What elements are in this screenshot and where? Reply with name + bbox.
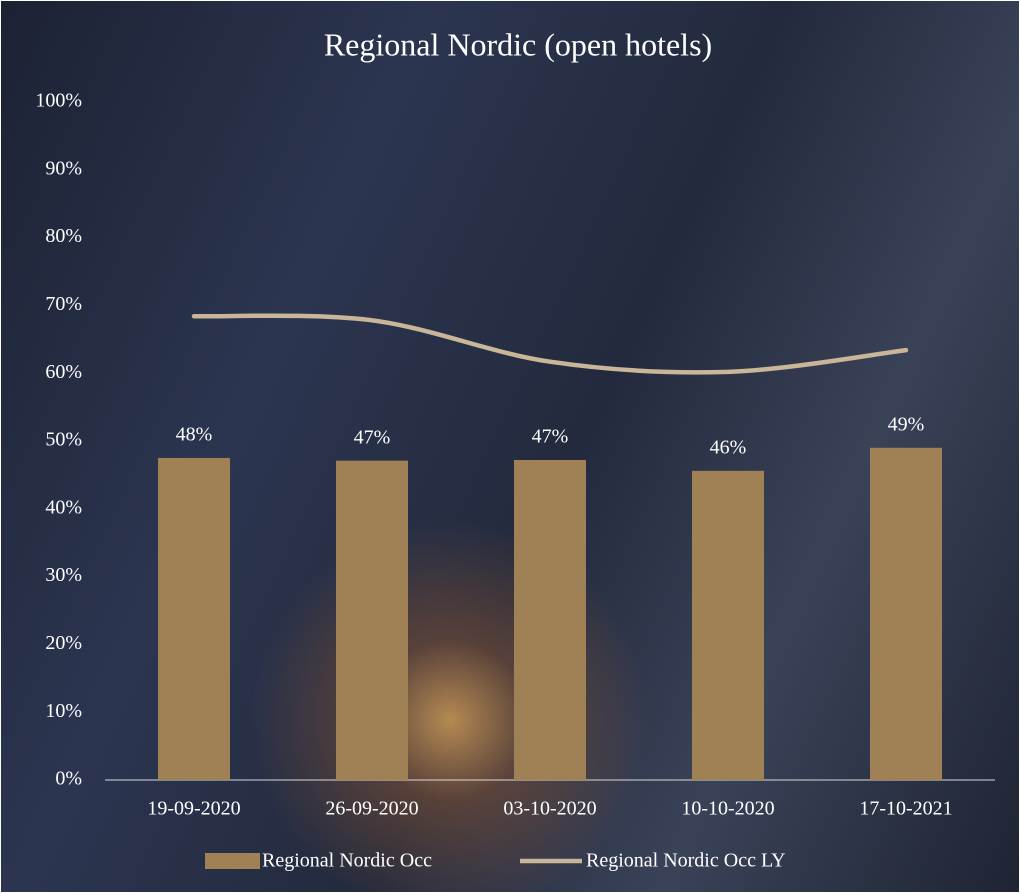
line — [191, 313, 909, 375]
x-tick-label: 03-10-2020 — [503, 798, 596, 820]
bar — [514, 459, 586, 780]
x-tick-label: 26-09-2020 — [325, 798, 418, 820]
chart-title: Regional Nordic (open hotels) — [324, 26, 712, 62]
y-tick-label: 0% — [55, 768, 82, 790]
legend-label: Regional Nordic Occ — [262, 850, 432, 872]
data-label: 48% — [176, 424, 213, 446]
x-tick-label: 19-09-2020 — [147, 798, 240, 820]
data-label: 47% — [354, 426, 391, 448]
y-tick-label: 50% — [45, 429, 82, 451]
y-tick-label: 20% — [45, 632, 82, 654]
y-tick-label: 80% — [45, 225, 82, 247]
y-tick-label: 70% — [45, 293, 82, 315]
data-label: 49% — [888, 413, 925, 435]
bar — [336, 460, 408, 780]
bar — [692, 470, 764, 780]
data-label: 46% — [710, 436, 747, 458]
y-tick-label: 30% — [45, 564, 82, 586]
y-tick-label: 60% — [45, 361, 82, 383]
y-tick-label: 100% — [35, 90, 82, 112]
legend-label: Regional Nordic Occ LY — [586, 850, 786, 872]
legend-swatch — [205, 853, 260, 869]
y-tick-label: 40% — [45, 496, 82, 518]
bar — [870, 447, 942, 780]
x-tick-label: 10-10-2020 — [681, 798, 774, 820]
x-tick-label: 17-10-2021 — [859, 798, 952, 820]
bar — [158, 457, 230, 780]
y-tick-label: 90% — [45, 157, 82, 179]
y-tick-label: 10% — [45, 700, 82, 722]
data-label: 47% — [532, 426, 569, 448]
